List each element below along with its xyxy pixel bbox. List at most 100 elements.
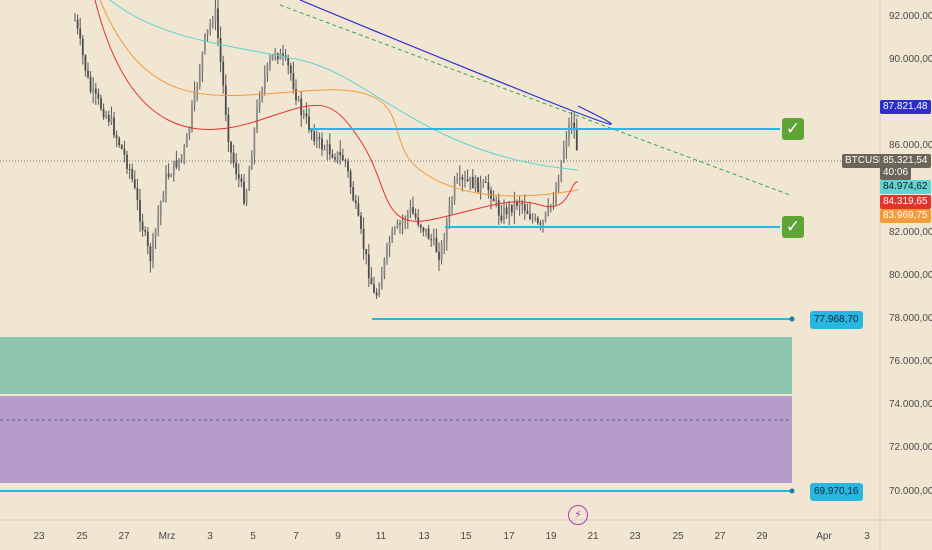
candle-body	[287, 57, 290, 66]
lightning-icon[interactable]: ⚡	[568, 505, 588, 525]
candle-body	[529, 213, 531, 220]
candle-body	[378, 289, 381, 296]
candle-body	[557, 180, 560, 190]
y-tick-label: 80.000,00	[889, 270, 932, 281]
candle-body	[347, 161, 349, 172]
candle-body	[94, 88, 97, 94]
ma-blue-line	[299, 0, 612, 125]
candle-body	[523, 204, 526, 211]
candle-body	[198, 71, 201, 87]
candle-body	[425, 228, 427, 232]
candle-body	[136, 187, 139, 201]
level-label-bottom[interactable]: 69.970,16	[810, 483, 863, 501]
candle-body	[126, 154, 128, 169]
candle-body	[310, 129, 313, 132]
x-tick-label: 21	[587, 531, 599, 542]
candle-body	[110, 117, 113, 123]
candle-body	[308, 116, 310, 130]
y-tick-label: 86.000,00	[889, 140, 932, 151]
candle-body	[399, 223, 401, 225]
x-tick-label: Apr	[816, 531, 832, 542]
candle-body	[414, 213, 417, 218]
level-handle[interactable]	[789, 488, 795, 494]
candle-body	[237, 174, 240, 179]
x-tick-label: 7	[293, 531, 299, 542]
candle-body	[167, 173, 170, 177]
candle-body	[367, 254, 370, 278]
candle-body	[133, 179, 136, 188]
x-tick-label: 27	[714, 531, 726, 542]
candle-body	[370, 277, 373, 285]
candle-body	[474, 177, 477, 189]
candle-body	[568, 125, 570, 140]
candle-body	[536, 217, 539, 224]
candle-body	[292, 73, 295, 90]
candle-body	[211, 22, 214, 24]
candle-body	[313, 131, 316, 142]
candle-body	[188, 127, 191, 136]
candle-body	[81, 38, 84, 56]
candle-body	[235, 162, 238, 175]
candle-body	[555, 189, 557, 204]
level-label-low[interactable]: 77.968,70	[810, 311, 863, 329]
candle-body	[386, 245, 388, 259]
candle-body	[479, 182, 482, 193]
candle-body	[451, 200, 453, 207]
candle-body	[74, 19, 76, 21]
candle-body	[224, 85, 227, 115]
candle-body	[146, 231, 149, 247]
candle-body	[565, 139, 568, 149]
candle-body	[419, 224, 422, 228]
candle-body	[560, 160, 563, 181]
candle-body	[105, 114, 108, 118]
candle-body	[321, 138, 323, 150]
candle-body	[388, 242, 391, 246]
candle-body	[393, 227, 396, 231]
candle-body	[373, 284, 375, 293]
candle-body	[178, 158, 180, 168]
y-tick-label: 82.000,00	[889, 227, 932, 238]
y-tick-label: 90.000,00	[889, 54, 932, 65]
x-tick-label: 15	[460, 531, 472, 542]
candle-body	[544, 212, 547, 221]
candle-body	[383, 258, 386, 276]
candle-body	[445, 222, 448, 242]
x-tick-label: 27	[118, 531, 130, 542]
x-tick-label: 17	[503, 531, 515, 542]
candle-body	[440, 243, 443, 260]
candle-body	[365, 249, 368, 255]
candle-body	[159, 201, 162, 216]
candle-body	[253, 129, 256, 157]
candle-body	[453, 181, 456, 201]
level-handle[interactable]	[789, 316, 795, 322]
candle-body	[170, 175, 173, 177]
candle-body	[162, 194, 165, 202]
candle-body	[258, 98, 261, 109]
candle-body	[552, 203, 555, 205]
candle-body	[115, 135, 118, 138]
candle-body	[196, 86, 199, 91]
green-zone	[0, 337, 792, 394]
x-tick-label: 3	[207, 531, 213, 542]
candle-body	[201, 52, 204, 72]
candle-body	[97, 93, 100, 99]
candle-body	[435, 237, 438, 252]
candle-body	[128, 168, 131, 170]
candle-body	[341, 154, 344, 161]
check-icon: ✓	[782, 118, 804, 140]
candle-body	[157, 215, 160, 230]
candle-body	[497, 200, 500, 216]
candle-body	[248, 169, 251, 191]
candle-body	[79, 28, 82, 39]
candle-body	[245, 190, 248, 204]
candle-body	[513, 201, 516, 213]
candle-body	[230, 141, 232, 153]
ma-orange-price-badge: 83.969,75	[880, 209, 931, 223]
candle-body	[430, 239, 433, 241]
candle-body	[336, 151, 339, 160]
x-tick-label: 5	[250, 531, 256, 542]
candle-body	[438, 251, 440, 260]
x-tick-label: 19	[545, 531, 557, 542]
candle-body	[396, 223, 399, 228]
